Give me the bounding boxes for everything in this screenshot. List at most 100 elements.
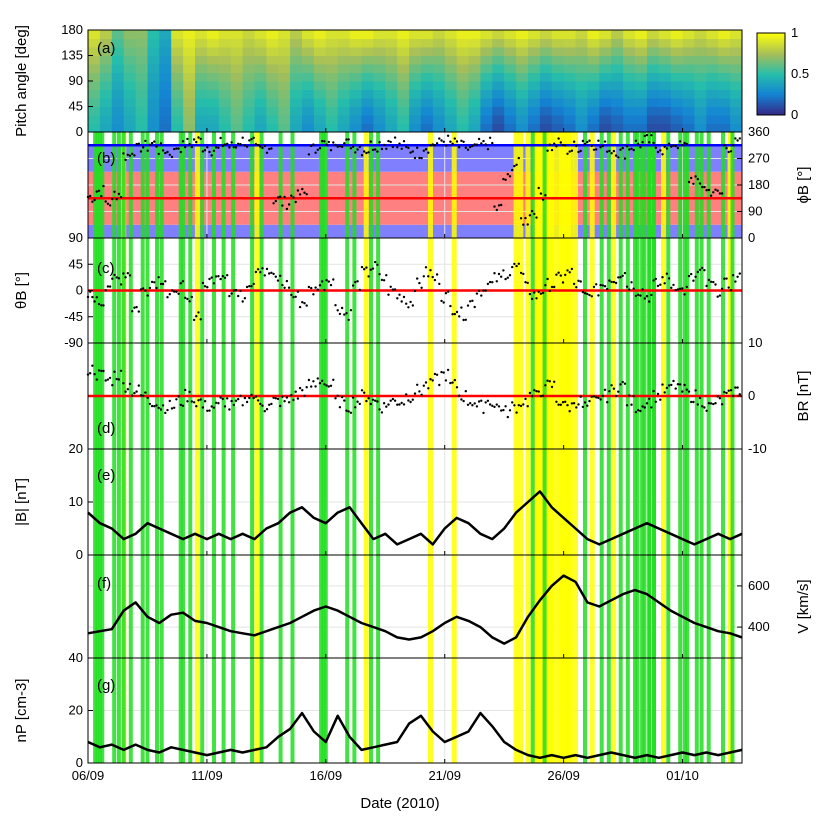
scatter-point bbox=[477, 137, 481, 141]
scatter-point bbox=[206, 146, 209, 149]
scatter-point bbox=[433, 372, 437, 376]
heatmap-cell bbox=[230, 89, 244, 99]
heatmap-cell bbox=[563, 64, 576, 73]
scatter-point bbox=[444, 379, 448, 382]
heatmap-cell bbox=[290, 89, 303, 99]
scatter-point bbox=[296, 290, 300, 293]
heatmap-cell bbox=[635, 38, 648, 48]
heatmap-cell bbox=[349, 106, 362, 116]
heatmap-cell bbox=[123, 81, 137, 90]
heatmap-cell bbox=[706, 72, 719, 82]
heatmap-cell bbox=[123, 72, 137, 82]
scatter-point bbox=[170, 407, 174, 410]
green-event-band bbox=[116, 132, 121, 763]
scatter-point bbox=[146, 396, 149, 400]
colorbar-cell bbox=[757, 82, 785, 85]
x-tick-label: 01/10 bbox=[666, 768, 699, 783]
scatter-point bbox=[667, 384, 671, 387]
scatter-point bbox=[402, 140, 406, 143]
scatter-point bbox=[526, 405, 529, 408]
scatter-point bbox=[455, 140, 459, 143]
heatmap-cell bbox=[480, 38, 493, 48]
scatter-point bbox=[345, 312, 348, 315]
heatmap-cell bbox=[361, 123, 374, 133]
colorbar-cell bbox=[757, 88, 785, 91]
scatter-point bbox=[424, 148, 428, 151]
scatter-point bbox=[239, 289, 242, 292]
scatter-point bbox=[334, 397, 337, 400]
scatter-point bbox=[380, 147, 384, 151]
heatmap-cell bbox=[313, 123, 327, 133]
green-event-band bbox=[642, 132, 647, 763]
scatter-point bbox=[564, 400, 567, 403]
heatmap-cell bbox=[361, 47, 374, 56]
scatter-point bbox=[422, 149, 425, 152]
scatter-point bbox=[124, 276, 127, 279]
scatter-point bbox=[469, 300, 472, 303]
heatmap-cell bbox=[254, 72, 267, 82]
heatmap-cell bbox=[242, 123, 255, 133]
scatter-point bbox=[451, 313, 454, 316]
heatmap-cell bbox=[468, 89, 481, 99]
scatter-point bbox=[707, 278, 711, 282]
scatter-point bbox=[643, 134, 646, 138]
heatmap-cell bbox=[302, 55, 315, 65]
heatmap-cell bbox=[730, 106, 743, 116]
scatter-point bbox=[307, 378, 311, 382]
heatmap-cell bbox=[123, 89, 137, 99]
panel-label-c: (c) bbox=[97, 260, 115, 277]
scatter-point bbox=[385, 147, 388, 150]
scatter-point bbox=[451, 381, 454, 384]
scatter-point bbox=[139, 288, 143, 291]
scatter-point bbox=[568, 150, 571, 153]
scatter-point bbox=[427, 151, 430, 154]
scatter-point bbox=[285, 396, 289, 399]
scatter-point bbox=[513, 262, 516, 266]
scatter-point bbox=[276, 196, 280, 199]
heatmap-cell bbox=[611, 64, 624, 73]
heatmap-cell bbox=[254, 123, 267, 133]
scatter-point bbox=[486, 148, 490, 151]
scatter-point bbox=[219, 136, 222, 140]
heatmap-cell bbox=[135, 30, 148, 39]
scatter-point bbox=[424, 381, 428, 384]
scatter-point bbox=[111, 384, 114, 387]
heatmap-cell bbox=[504, 123, 517, 133]
scatter-point bbox=[261, 146, 264, 150]
heatmap-cell bbox=[587, 98, 600, 107]
scatter-point bbox=[305, 386, 308, 389]
scatter-point bbox=[195, 405, 198, 408]
heatmap-cell bbox=[504, 47, 517, 56]
scatter-point bbox=[595, 396, 598, 399]
series-line bbox=[87, 490, 743, 546]
scatter-point bbox=[475, 405, 479, 408]
scatter-point bbox=[367, 397, 370, 400]
heatmap-cell bbox=[516, 98, 529, 107]
heatmap-cell bbox=[373, 64, 386, 73]
heatmap-cell bbox=[444, 106, 458, 116]
scatter-point bbox=[232, 146, 235, 149]
scatter-point bbox=[488, 280, 492, 284]
heatmap-cell bbox=[682, 123, 695, 133]
green-event-band bbox=[100, 132, 105, 763]
heatmap-cell bbox=[480, 106, 493, 116]
scatter-point bbox=[279, 404, 282, 408]
scatter-point bbox=[261, 404, 264, 407]
heatmap-cell bbox=[730, 55, 743, 65]
scatter-point bbox=[643, 297, 646, 300]
heatmap-cell bbox=[111, 106, 125, 116]
heatmap-cell bbox=[230, 81, 244, 90]
heatmap-cell bbox=[88, 30, 101, 39]
scatter-point bbox=[241, 404, 244, 407]
scatter-point bbox=[95, 190, 99, 193]
heatmap-cell bbox=[147, 47, 160, 56]
colorbar-cell bbox=[757, 43, 785, 46]
heatmap-cell bbox=[230, 55, 244, 65]
heatmap-cell bbox=[195, 106, 208, 116]
scatter-point bbox=[217, 402, 220, 405]
scatter-point bbox=[312, 380, 315, 383]
scatter-point bbox=[597, 396, 600, 400]
scatter-point bbox=[290, 394, 293, 397]
heatmap-cell bbox=[325, 30, 339, 39]
scatter-point bbox=[725, 277, 728, 280]
